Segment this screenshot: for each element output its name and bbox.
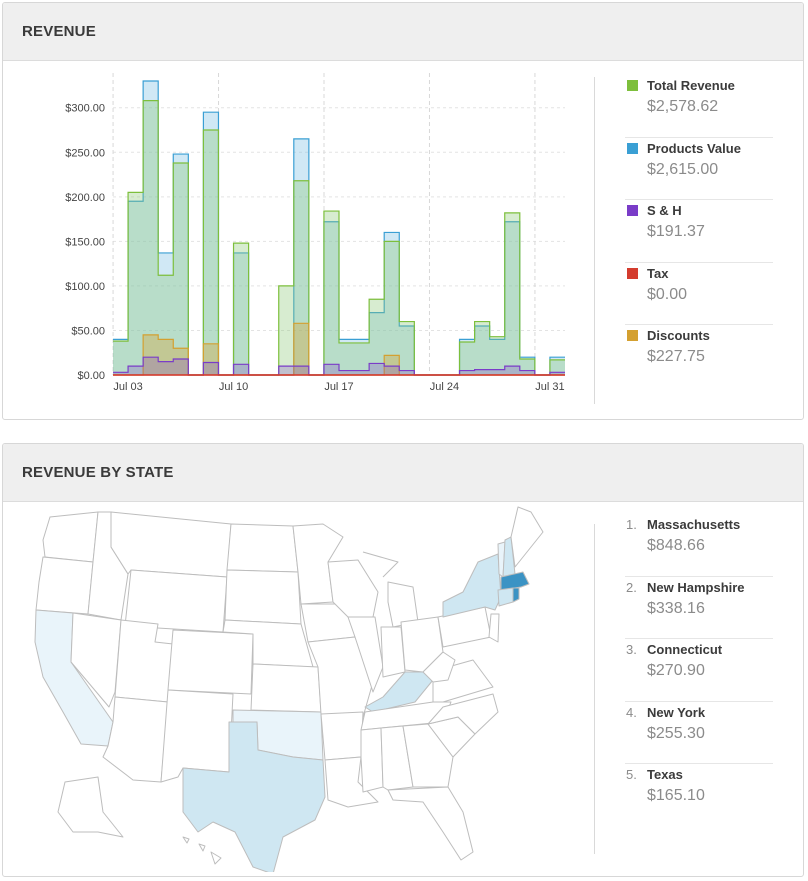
x-tick-label: Jul 03 [113, 381, 142, 393]
state-new-mexico[interactable] [160, 689, 234, 783]
revenue-panel-header: REVENUE [3, 3, 803, 61]
state-colorado[interactable] [167, 629, 254, 695]
state-new-jersey[interactable] [488, 613, 500, 643]
state-ranking-list: 1. Massachusetts $848.66 2. New Hampshire $33… [625, 514, 773, 827]
state-rank-name: Texas [647, 767, 683, 782]
legend-item[interactable]: Products Value $2,615.00 [625, 138, 773, 200]
series-line [113, 100, 565, 376]
legend-value: $191.37 [647, 223, 705, 240]
state-rank-value: $270.90 [647, 662, 705, 679]
state-washington[interactable] [42, 511, 99, 563]
state-divider [594, 524, 595, 854]
state-rank-value: $165.10 [647, 787, 705, 804]
map-states [34, 506, 544, 872]
state-alabama[interactable] [380, 725, 414, 791]
legend-label: Discounts [647, 328, 710, 343]
state-panel-header: REVENUE BY STATE [3, 444, 803, 502]
state-rank-name: New York [647, 704, 706, 720]
legend-label: Products Value [647, 140, 741, 156]
state-florida[interactable] [387, 786, 474, 861]
legend-item[interactable]: Total Revenue $2,578.62 [625, 75, 773, 138]
legend-swatch [627, 330, 638, 341]
state-north-carolina[interactable] [427, 693, 499, 735]
legend-label: S & H [647, 203, 682, 218]
x-tick-label: Jul 24 [430, 381, 459, 393]
y-tick-label: $150.00 [65, 236, 105, 248]
state-illinois[interactable] [347, 616, 384, 693]
state-rank-value: $338.16 [647, 599, 705, 617]
state-maine[interactable] [510, 506, 544, 568]
state-rank-name: New Hampshire [647, 579, 745, 595]
state-utah[interactable] [114, 619, 174, 703]
state-south-dakota[interactable] [224, 569, 302, 625]
legend-item[interactable]: Discounts $227.75 [625, 325, 773, 388]
revenue-chart: $0.00 $50.00 $100.00 $150.00 $200.00 $250.00 $… [65, 73, 565, 393]
state-nevada[interactable] [70, 612, 122, 708]
state-texas[interactable] [182, 721, 326, 872]
state-rank-item[interactable]: 3. Connecticut $270.90 [625, 639, 773, 702]
y-tick-label: $0.00 [77, 370, 105, 382]
state-panel-title: REVENUE BY STATE [22, 464, 174, 481]
state-indiana[interactable] [380, 626, 406, 678]
legend-swatch [627, 205, 638, 216]
state-rank-number: 2. [626, 579, 637, 595]
state-massachusetts[interactable] [500, 571, 530, 591]
legend-item[interactable]: S & H $191.37 [625, 200, 773, 263]
state-alaska[interactable] [57, 776, 124, 838]
us-state-map [34, 506, 544, 872]
y-tick-label: $250.00 [65, 147, 105, 159]
state-north-dakota[interactable] [226, 523, 299, 573]
state-rank-name: Connecticut [647, 642, 723, 657]
state-oregon[interactable] [35, 556, 94, 615]
state-arizona[interactable] [102, 696, 169, 783]
state-rank-number: 4. [626, 704, 637, 720]
state-rank-item[interactable]: 5. Texas $165.10 [625, 764, 773, 827]
revenue-legend: Total Revenue $2,578.62 Products Value $2,6… [625, 75, 773, 388]
revenue-by-state-panel: REVENUE BY STATE [2, 443, 804, 877]
legend-value: $0.00 [647, 285, 688, 303]
state-montana[interactable] [110, 511, 232, 578]
legend-item[interactable]: Tax $0.00 [625, 263, 773, 325]
x-tick-label: Jul 17 [324, 381, 353, 393]
state-rank-number: 1. [626, 517, 637, 532]
state-rank-item[interactable]: 2. New Hampshire $338.16 [625, 577, 773, 639]
legend-label: Total Revenue [647, 78, 735, 93]
state-georgia[interactable] [402, 723, 454, 788]
legend-value: $2,615.00 [647, 160, 719, 178]
legend-value: $227.75 [647, 348, 705, 365]
legend-value: $2,578.62 [647, 98, 719, 115]
x-tick-label: Jul 31 [535, 381, 564, 393]
y-tick-label: $50.00 [71, 325, 105, 337]
state-west-virginia[interactable] [422, 651, 456, 683]
state-rank-item[interactable]: 4. New York $255.30 [625, 702, 773, 764]
legend-swatch [627, 80, 638, 91]
series-line [113, 356, 565, 376]
state-rank-value: $255.30 [647, 724, 705, 742]
state-rhode-island[interactable] [512, 587, 520, 603]
state-mississippi[interactable] [360, 727, 384, 793]
legend-swatch [627, 142, 638, 154]
y-tick-label: $200.00 [65, 192, 105, 204]
legend-swatch [627, 267, 638, 279]
y-tick-label: $300.00 [65, 103, 105, 115]
state-rank-item[interactable]: 1. Massachusetts $848.66 [625, 514, 773, 577]
y-tick-label: $100.00 [65, 281, 105, 293]
x-tick-label: Jul 10 [219, 381, 248, 393]
legend-label: Tax [647, 265, 669, 281]
state-rank-value: $848.66 [647, 537, 705, 554]
state-rank-number: 3. [626, 642, 637, 657]
state-hawaii[interactable] [182, 836, 222, 865]
state-connecticut[interactable] [497, 587, 514, 607]
state-kansas[interactable] [250, 663, 322, 713]
revenue-panel-title: REVENUE [22, 23, 96, 40]
state-rank-number: 5. [626, 767, 637, 782]
state-new-york[interactable] [442, 553, 502, 618]
state-rank-name: Massachusetts [647, 517, 741, 532]
revenue-panel: REVENUE $0.00 $50.00 $100.00 $150.00 $200.00… [2, 2, 804, 420]
state-arkansas[interactable] [320, 711, 364, 761]
revenue-divider [594, 77, 595, 404]
